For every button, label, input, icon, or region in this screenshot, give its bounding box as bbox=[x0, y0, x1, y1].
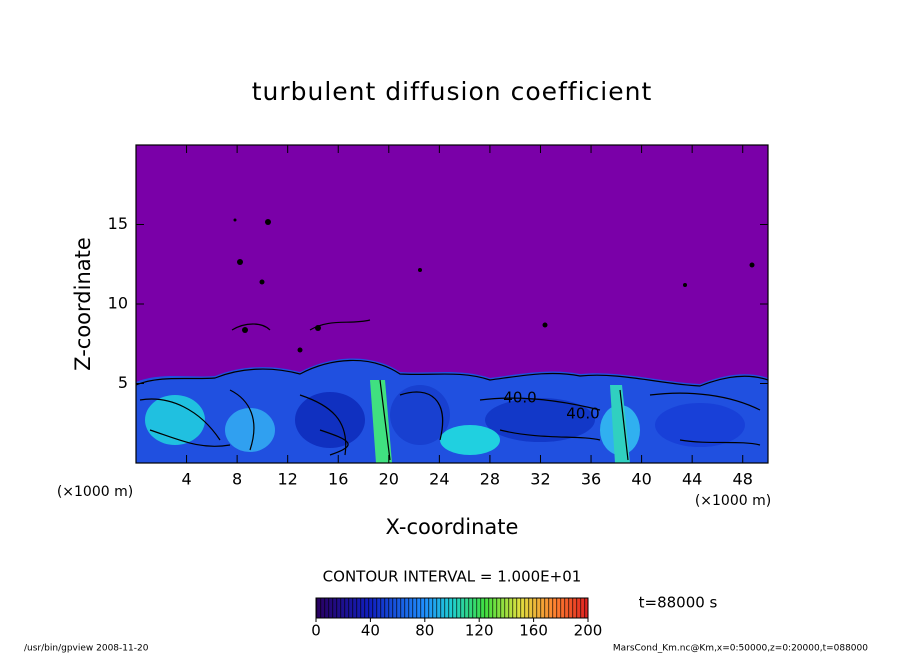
time-label: t=88000 s bbox=[639, 594, 718, 612]
x-axis-label: X-coordinate bbox=[386, 515, 519, 539]
x-tick-label: 44 bbox=[682, 470, 702, 489]
x-tick-label: 24 bbox=[429, 470, 449, 489]
colorbar-tick-label: 120 bbox=[465, 622, 494, 640]
colorbar-tick-label: 0 bbox=[311, 622, 321, 640]
colorbar-frame bbox=[315, 597, 589, 619]
colorbar-tick-label: 80 bbox=[415, 622, 434, 640]
x-unit: (×1000 m) bbox=[695, 493, 771, 509]
x-unit: (×1000 m) bbox=[57, 484, 133, 500]
colorbar-tick-label: 160 bbox=[519, 622, 548, 640]
contour-interval: CONTOUR INTERVAL = 1.000E+01 bbox=[323, 568, 582, 586]
footer-left: /usr/bin/gpview 2008-11-20 bbox=[24, 644, 149, 654]
x-tick-label: 28 bbox=[480, 470, 500, 489]
colorbar-tick-label: 40 bbox=[361, 622, 380, 640]
contour-field bbox=[136, 145, 768, 463]
x-tick-label: 4 bbox=[181, 470, 191, 489]
contour-label: 40.0 bbox=[503, 389, 536, 407]
x-tick-label: 32 bbox=[530, 470, 550, 489]
x-tick-label: 48 bbox=[733, 470, 753, 489]
colorbar-lines bbox=[316, 598, 588, 618]
x-tick-label: 12 bbox=[278, 470, 298, 489]
x-tick-label: 16 bbox=[328, 470, 348, 489]
y-tick-label: 15 bbox=[108, 214, 128, 233]
x-tick-label: 20 bbox=[379, 470, 399, 489]
x-tick-label: 40 bbox=[631, 470, 651, 489]
y-tick-label: 10 bbox=[108, 294, 128, 313]
x-tick-label: 8 bbox=[232, 470, 242, 489]
colorbar-tick-label: 200 bbox=[574, 622, 603, 640]
contour-label: 40.0 bbox=[566, 405, 599, 423]
footer-right: MarsCond_Km.nc@Km,x=0:50000,z=0:20000,t=… bbox=[613, 644, 868, 654]
y-tick-label: 5 bbox=[118, 373, 128, 392]
y-axis-label: Z-coordinate bbox=[71, 237, 95, 371]
chart-title: turbulent diffusion coefficient bbox=[252, 77, 653, 106]
x-tick-label: 36 bbox=[581, 470, 601, 489]
